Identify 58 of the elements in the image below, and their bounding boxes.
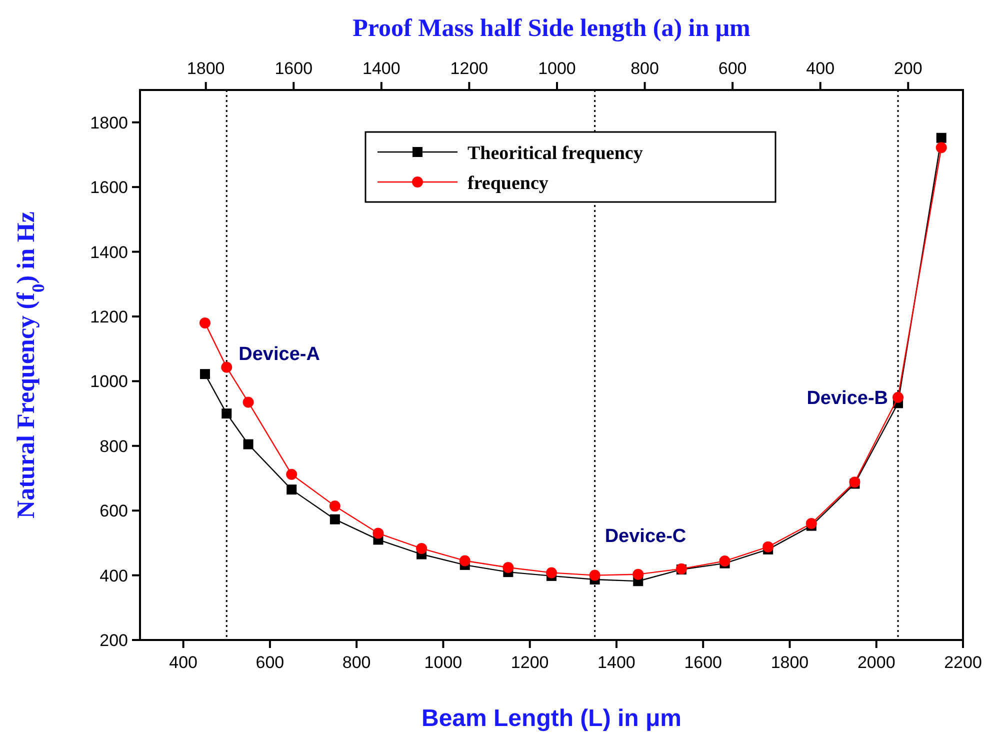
point xyxy=(221,362,232,373)
y-tick-label: 1400 xyxy=(90,242,128,262)
point xyxy=(372,528,384,539)
annotation: Device-A xyxy=(238,344,320,365)
point xyxy=(286,468,298,480)
legend-label: frequency xyxy=(468,173,549,194)
x2-tick-label: 1600 xyxy=(274,59,313,78)
y-tick-label: 1600 xyxy=(90,178,128,198)
x2-tick-label: 200 xyxy=(894,59,922,78)
x-tick-label: 400 xyxy=(169,653,198,672)
point xyxy=(762,541,774,552)
x2-axis-title: Proof Mass half Side length (a) in μm xyxy=(352,15,751,42)
x-tick-label: 1600 xyxy=(684,653,722,672)
x-tick-label: 2000 xyxy=(857,653,896,672)
x2-tick-label: 1800 xyxy=(186,59,225,78)
point xyxy=(330,514,340,524)
x-tick-label: 1200 xyxy=(510,653,549,672)
point xyxy=(632,568,644,580)
point xyxy=(242,396,254,408)
legend-label: Theoritical frequency xyxy=(468,143,644,164)
y-tick-label: 400 xyxy=(100,566,128,586)
point xyxy=(936,142,947,154)
y-tick-label: 600 xyxy=(100,502,128,521)
point xyxy=(200,369,210,380)
y-tick-label: 1000 xyxy=(90,372,128,392)
point xyxy=(719,556,730,567)
x-tick-label: 1800 xyxy=(770,653,809,672)
x-tick-label: 1400 xyxy=(598,653,636,672)
point xyxy=(199,317,210,328)
x2-tick-label: 400 xyxy=(806,59,835,78)
point xyxy=(416,542,428,554)
y-tick-label: 1200 xyxy=(90,307,128,326)
point xyxy=(589,570,600,581)
point xyxy=(502,562,514,574)
y-tick-label: 800 xyxy=(100,436,128,456)
x2-tick-label: 800 xyxy=(630,59,659,78)
point xyxy=(936,132,946,143)
x2-tick-label: 1000 xyxy=(538,59,576,78)
annotation: Device-C xyxy=(604,526,686,547)
x-tick-label: 1000 xyxy=(424,653,462,672)
x-axis-title: Beam Length (L) in μm xyxy=(421,705,682,732)
y-tick-label: 200 xyxy=(100,631,128,650)
point xyxy=(459,555,470,566)
point xyxy=(222,408,232,419)
x2-tick-label: 600 xyxy=(718,59,747,78)
annotation: Device-B xyxy=(806,388,888,409)
point xyxy=(892,392,904,403)
x-tick-label: 800 xyxy=(342,653,371,672)
point xyxy=(546,567,557,578)
point xyxy=(243,439,254,450)
point xyxy=(806,518,817,530)
x2-tick-label: 1400 xyxy=(362,59,400,78)
x-tick-label: 600 xyxy=(256,653,284,672)
x2-tick-label: 1200 xyxy=(450,59,488,78)
point xyxy=(329,500,340,512)
y-tick-label: 1800 xyxy=(90,113,128,132)
x-tick-label: 2200 xyxy=(944,653,982,672)
point xyxy=(286,484,297,495)
